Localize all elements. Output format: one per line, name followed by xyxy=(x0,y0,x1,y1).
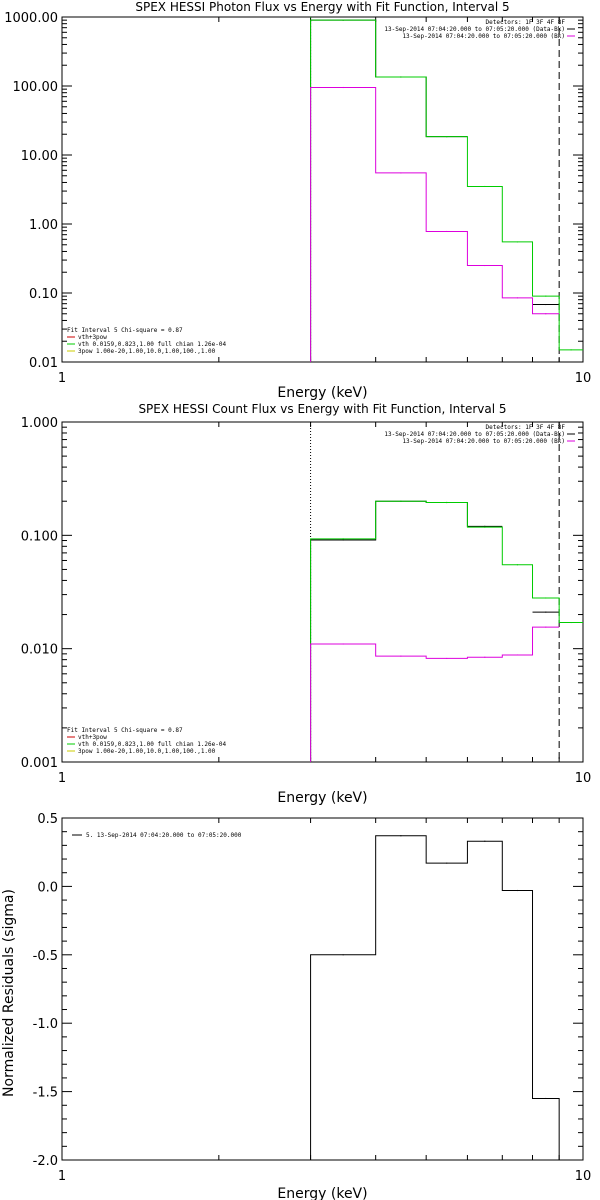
data-point xyxy=(446,230,448,233)
data-point xyxy=(342,538,344,540)
data-point xyxy=(484,656,486,658)
chart-title: SPEX HESSI Count Flux vs Energy with Fit… xyxy=(138,402,506,416)
legend-top-entry: 13-Sep-2014 07:04:20.000 to 07:05:20.000… xyxy=(402,438,565,445)
data-point xyxy=(545,313,547,315)
data-point xyxy=(570,349,572,351)
x-axis-label: Energy (keV) xyxy=(277,790,367,806)
data-point xyxy=(484,185,486,188)
legend-top-entry: Detectors: 1F 3F 4F 8F xyxy=(486,424,566,431)
y-tick-label: 100.00 xyxy=(13,80,59,95)
legend-bottom-entry: vth 0.0159,0.823,1.00 full chian 1.26e-0… xyxy=(78,741,226,748)
data-point xyxy=(516,889,519,892)
legend-bottom-entry: 3pow 1.00e-20,1.00,10.0,1.00,100.,1.00 xyxy=(78,748,216,755)
chart-panel-2: SPEX HESSI Count Flux vs Energy with Fit… xyxy=(21,402,591,806)
data-point xyxy=(570,621,572,624)
data-area xyxy=(310,17,583,362)
y-tick-label: 10.00 xyxy=(21,149,58,164)
data-point xyxy=(400,655,402,657)
y-axis-label: Normalized Residuals (sigma) xyxy=(1,889,17,1097)
data-point xyxy=(446,862,448,864)
x-tick-label: 1 xyxy=(58,1169,66,1184)
data-point xyxy=(400,76,402,78)
data-area xyxy=(310,422,583,762)
data-point xyxy=(545,295,547,297)
y-tick-label: 0.100 xyxy=(21,529,58,544)
data-point xyxy=(516,654,519,656)
legend-bottom-entry: 3pow 1.00e-20,1.00,10.0,1.00,100.,1.00 xyxy=(78,348,216,355)
y-tick-label: 0.010 xyxy=(21,643,58,658)
x-tick-label: 1 xyxy=(58,371,66,386)
y-tick-label: 0.5 xyxy=(37,812,58,827)
legend-bottom-entry: vth 0.0159,0.823,1.00 full chian 1.26e-0… xyxy=(78,341,226,348)
series-line xyxy=(310,19,583,362)
y-tick-label: 0.10 xyxy=(29,287,58,302)
plot-frame xyxy=(61,421,584,763)
data-point xyxy=(342,643,344,645)
data-point xyxy=(484,525,486,527)
legend-bottom-entry: Fit Interval 5 Chi-square = 0.87 xyxy=(67,327,183,334)
data-point xyxy=(400,500,402,502)
data-point xyxy=(516,564,519,566)
data-point xyxy=(545,611,547,613)
legend-top-entry: Detectors: 1F 3F 4F 8F xyxy=(486,19,566,26)
legend-top-entry: 13-Sep-2014 07:04:20.000 to 07:05:20.000… xyxy=(384,431,565,438)
data-point xyxy=(400,172,402,174)
data-point xyxy=(516,241,519,243)
series-line xyxy=(310,500,503,762)
x-tick-label: 1 xyxy=(58,771,66,786)
y-tick-label: -1.5 xyxy=(33,1086,58,1101)
legend-top-entry: 5. 13-Sep-2014 07:04:20.000 to 07:05:20.… xyxy=(86,832,242,839)
legend-top-entry: 13-Sep-2014 07:04:20.000 to 07:05:20.000… xyxy=(402,33,565,40)
legend-bottom-entry: vth+3pow xyxy=(78,334,107,341)
y-tick-label: 0.0 xyxy=(37,880,58,895)
data-point xyxy=(446,135,448,138)
x-axis-label: Energy (keV) xyxy=(277,1186,367,1200)
y-tick-label: 1000.00 xyxy=(4,11,58,26)
series-line xyxy=(310,19,468,362)
data-point xyxy=(545,1097,547,1100)
data-point xyxy=(484,264,486,267)
data-area xyxy=(310,835,560,1160)
y-tick-label: 0.01 xyxy=(29,356,58,371)
legend-top-entry: 13-Sep-2014 07:04:20.000 to 07:05:20.000… xyxy=(384,26,565,33)
plot-frame xyxy=(61,16,584,363)
data-point xyxy=(484,840,486,842)
data-point xyxy=(446,657,448,660)
x-axis-label: Energy (keV) xyxy=(277,385,367,401)
data-point xyxy=(400,835,402,837)
series-line xyxy=(310,835,560,1160)
chart-title: SPEX HESSI Photon Flux vs Energy with Fi… xyxy=(135,0,509,14)
data-point xyxy=(342,86,344,89)
data-point xyxy=(342,539,344,541)
y-tick-label: -1.0 xyxy=(33,1017,58,1032)
legend-bottom-entry: vth+3pow xyxy=(78,734,107,741)
data-point xyxy=(342,19,344,21)
x-tick-label: 10 xyxy=(575,771,592,786)
series-line xyxy=(310,626,560,762)
data-point xyxy=(516,297,519,299)
data-point xyxy=(342,954,344,956)
series-line xyxy=(310,87,560,362)
x-tick-label: 10 xyxy=(575,371,592,386)
data-point xyxy=(545,303,547,306)
y-tick-label: -0.5 xyxy=(33,949,58,964)
y-tick-label: 1.000 xyxy=(21,416,58,431)
chart-panel-1: SPEX HESSI Photon Flux vs Energy with Fi… xyxy=(4,0,591,401)
data-point xyxy=(484,526,486,528)
x-tick-label: 10 xyxy=(575,1169,592,1184)
chart-panel-3: 1 10 Energy (keV) 0.5 0.0 -0.5 -1.0 -1.5 -2.0 Nor… xyxy=(1,812,591,1200)
legend-bottom-entry: Fit Interval 5 Chi-square = 0.87 xyxy=(67,727,183,734)
series-line xyxy=(310,500,583,762)
data-point xyxy=(545,597,547,599)
y-tick-label: 0.001 xyxy=(21,756,58,771)
plot-frame xyxy=(61,817,584,1161)
data-point xyxy=(446,501,448,504)
y-tick-label: 1.00 xyxy=(29,218,58,233)
data-point xyxy=(545,626,547,628)
y-tick-label: -2.0 xyxy=(33,1154,58,1169)
